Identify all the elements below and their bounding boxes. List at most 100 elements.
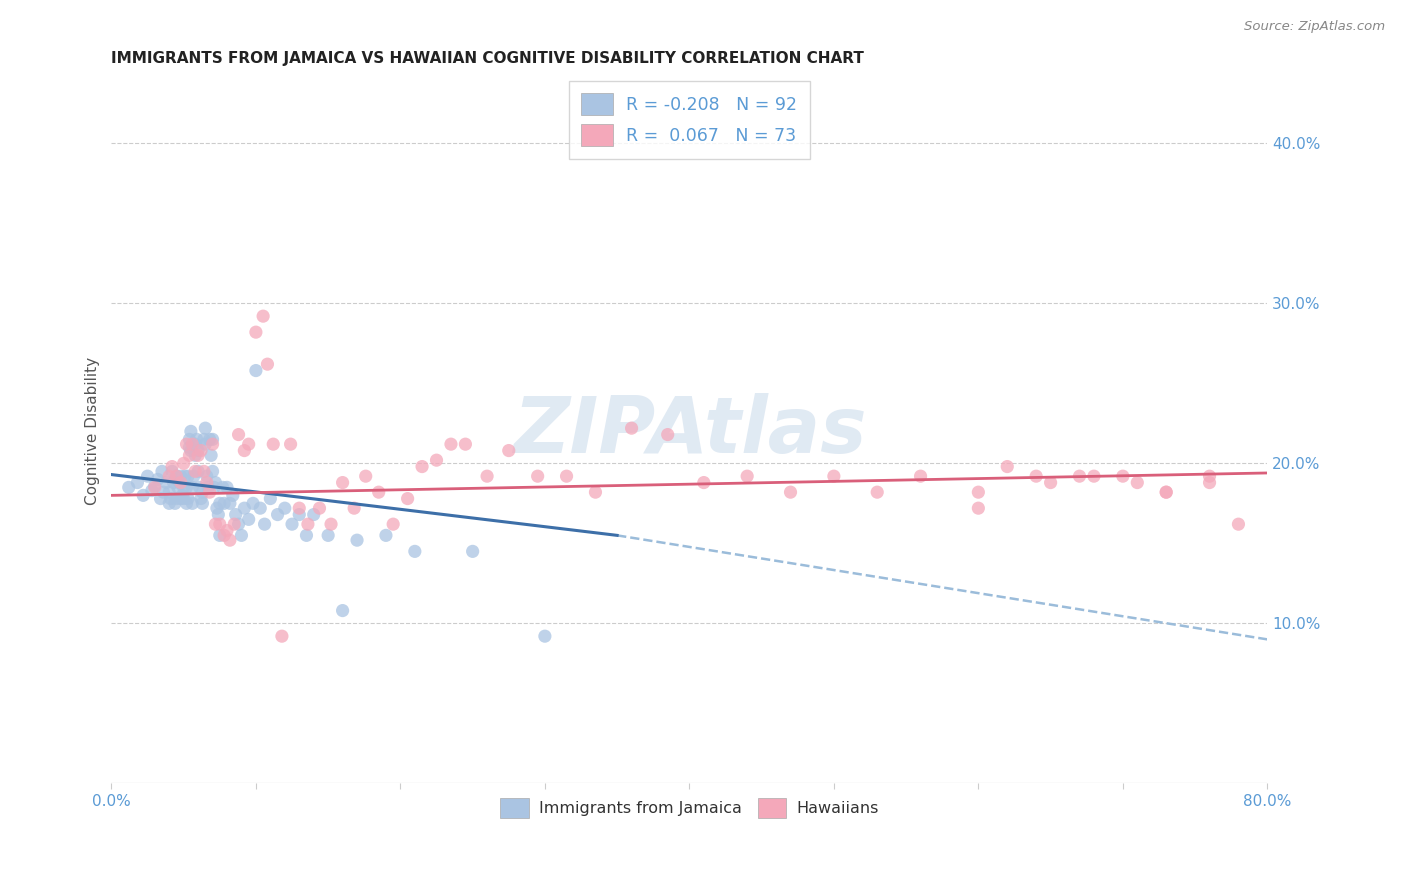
Point: [173, 480, 195, 494]
Point: [149, 491, 172, 506]
Point: [252, 309, 274, 323]
Point: [288, 501, 311, 516]
Point: [354, 469, 377, 483]
Point: [382, 517, 405, 532]
Point: [205, 501, 228, 516]
Point: [274, 501, 297, 516]
Point: [967, 485, 990, 500]
Point: [157, 496, 180, 510]
Point: [1039, 475, 1062, 490]
Point: [233, 501, 256, 516]
Point: [187, 464, 209, 478]
Point: [195, 475, 218, 490]
Point: [526, 469, 548, 483]
Point: [177, 469, 200, 483]
Point: [295, 528, 318, 542]
Point: [242, 496, 264, 510]
Point: [1198, 475, 1220, 490]
Point: [280, 437, 302, 451]
Point: [779, 485, 801, 500]
Point: [215, 480, 238, 494]
Point: [288, 508, 311, 522]
Point: [211, 480, 233, 494]
Point: [224, 517, 246, 532]
Text: IMMIGRANTS FROM JAMAICA VS HAWAIIAN COGNITIVE DISABILITY CORRELATION CHART: IMMIGRANTS FROM JAMAICA VS HAWAIIAN COGN…: [111, 51, 865, 66]
Point: [180, 425, 202, 439]
Point: [231, 528, 253, 542]
Point: [225, 508, 247, 522]
Point: [132, 488, 155, 502]
Point: [316, 528, 339, 542]
Point: [367, 485, 389, 500]
Point: [411, 459, 433, 474]
Point: [281, 517, 304, 532]
Point: [165, 491, 187, 506]
Legend: Immigrants from Jamaica, Hawaiians: Immigrants from Jamaica, Hawaiians: [494, 791, 884, 825]
Point: [302, 508, 325, 522]
Point: [202, 480, 225, 494]
Point: [475, 469, 498, 483]
Point: [118, 480, 141, 494]
Point: [197, 480, 219, 494]
Point: [193, 433, 215, 447]
Point: [184, 464, 207, 478]
Point: [193, 464, 215, 478]
Point: [157, 469, 180, 483]
Point: [1126, 475, 1149, 490]
Point: [253, 517, 276, 532]
Text: Source: ZipAtlas.com: Source: ZipAtlas.com: [1244, 20, 1385, 33]
Point: [1069, 469, 1091, 483]
Point: [207, 508, 229, 522]
Point: [271, 629, 294, 643]
Point: [127, 475, 149, 490]
Point: [332, 475, 354, 490]
Point: [155, 475, 177, 490]
Point: [200, 449, 222, 463]
Point: [172, 488, 194, 502]
Point: [187, 443, 209, 458]
Point: [169, 475, 191, 490]
Point: [995, 459, 1018, 474]
Point: [160, 464, 183, 478]
Point: [201, 464, 224, 478]
Point: [181, 496, 204, 510]
Point: [343, 501, 366, 516]
Point: [201, 433, 224, 447]
Point: [157, 485, 180, 500]
Point: [404, 544, 426, 558]
Point: [165, 469, 187, 483]
Point: [179, 433, 201, 447]
Point: [163, 496, 186, 510]
Point: [194, 421, 217, 435]
Point: [1154, 485, 1177, 500]
Point: [160, 459, 183, 474]
Point: [198, 433, 221, 447]
Point: [657, 427, 679, 442]
Point: [238, 437, 260, 451]
Point: [1112, 469, 1135, 483]
Point: [167, 480, 190, 494]
Point: [173, 456, 195, 470]
Point: [204, 517, 226, 532]
Point: [201, 437, 224, 451]
Point: [693, 475, 716, 490]
Point: [259, 491, 281, 506]
Point: [215, 524, 238, 538]
Point: [1227, 517, 1250, 532]
Point: [208, 496, 231, 510]
Point: [143, 479, 166, 493]
Point: [249, 501, 271, 516]
Y-axis label: Cognitive Disability: Cognitive Disability: [86, 358, 100, 506]
Point: [136, 469, 159, 483]
Point: [170, 491, 193, 506]
Point: [308, 501, 330, 516]
Point: [967, 501, 990, 516]
Point: [150, 464, 173, 478]
Point: [735, 469, 758, 483]
Point: [170, 469, 193, 483]
Point: [146, 472, 169, 486]
Point: [212, 496, 235, 510]
Point: [181, 480, 204, 494]
Point: [219, 533, 242, 548]
Point: [181, 437, 204, 451]
